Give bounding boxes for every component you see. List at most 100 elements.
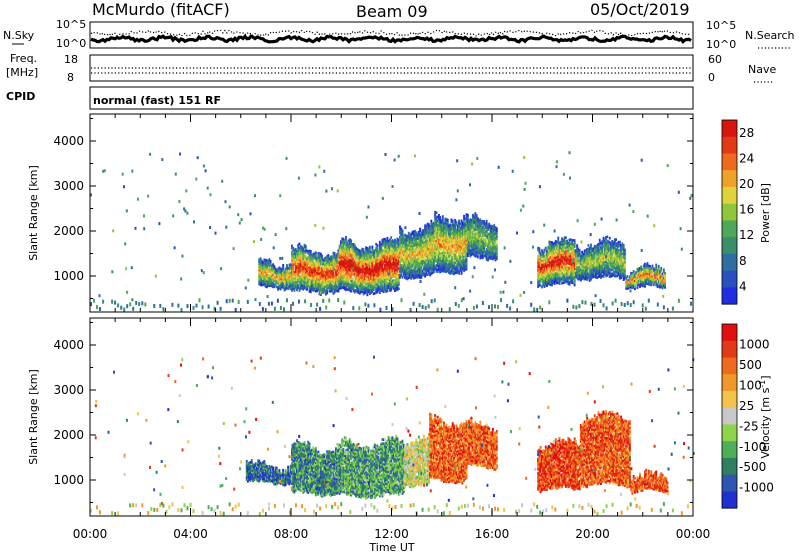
power-echo-cell [443,224,445,227]
power-echo-cell [304,263,307,266]
power-echo-cell [337,287,340,291]
power-echo-cell [426,261,429,264]
power-echo-cell [297,260,300,263]
power-echo-cell [448,263,450,266]
power-echo-cell [566,251,568,255]
power-echo-cell [470,245,473,248]
power-echo-cell [476,247,479,251]
power-echo-cell [554,260,557,263]
power-echo-cell [487,256,489,260]
power-echo-cell [377,276,380,280]
power-echo-cell [304,277,307,280]
power-echo-cell [265,267,268,270]
power-echo-cell [544,279,547,282]
power-echo-cell [291,273,293,276]
power-echo-cell [556,261,558,265]
power-echo-cell [299,287,302,290]
power-echo-cell [476,235,479,239]
power-echo-cell [537,263,540,266]
power-echo-cell [390,248,393,251]
power-echo-cell [479,250,482,254]
power-echo-cell [322,280,325,284]
power-echo-cell [420,245,423,249]
power-echo-cell [581,256,584,260]
power-echo-cell [309,290,312,294]
power-echo-cell [326,291,329,295]
power-echo-cell [321,279,324,282]
power-echo-cell [612,255,615,258]
power-echo-cell [434,227,437,230]
power-echo-cell [302,277,305,281]
power-echo-cell [542,251,545,254]
power-echo-cell [456,228,459,232]
power-echo-cell [426,234,429,238]
power-echo-cell [553,280,556,283]
power-echo-cell [385,280,388,283]
power-echo-cell [420,247,423,251]
power-echo-cell [386,285,389,289]
power-echo-cell [368,272,371,275]
power-echo-cell [487,252,489,256]
power-echo-cell [464,243,467,247]
power-echo-cell [622,250,625,253]
power-echo-cell [441,265,444,269]
power-echo-cell [416,273,419,277]
power-echo-cell [567,253,570,257]
power-echo-cell [419,268,421,271]
power-echo-cell [380,283,383,286]
power-echo-cell [430,256,433,259]
power-echo-cell [566,272,568,275]
power-echo-cell [591,247,594,251]
power-echo-cell [461,231,464,235]
power-echo-cell [386,253,389,256]
power-echo-cell [385,286,388,289]
power-echo-cell [603,238,606,242]
power-echo-cell [410,246,413,250]
power-echo-cell [375,291,378,295]
power-echo-cell [592,249,595,252]
power-echo-cell [539,256,542,259]
power-echo-cell [385,239,388,243]
power-echo-cell [595,271,597,275]
power-echo-cell [386,261,389,264]
power-echo-cell [399,276,401,279]
power-echo-cell [448,224,450,228]
power-echo-cell [309,276,312,279]
power-echo-cell [387,239,390,243]
power-echo-cell [260,283,263,287]
power-echo-cell [444,217,447,221]
power-echo-cell [304,257,307,260]
power-echo-cell [420,257,423,261]
power-echo-cell [341,253,344,257]
power-echo-cell [558,282,561,285]
power-echo-cell [593,249,596,252]
power-echo-cell [378,277,381,280]
power-echo-cell [389,238,391,242]
power-echo-cell [371,245,374,249]
power-echo-cell [353,282,356,286]
power-echo-cell [546,284,548,287]
power-echo-cell [494,238,497,242]
power-echo-cell [316,263,318,266]
power-echo-cell [446,237,449,240]
power-echo-cell [456,244,459,248]
power-echo-cell [612,249,615,252]
power-echo-cell [420,274,423,277]
power-echo-cell [610,268,612,272]
power-echo-cell [603,244,606,248]
power-echo-cell [309,282,312,286]
power-echo-cell [265,277,268,281]
power-echo-cell [392,256,395,260]
power-echo-cell [436,254,439,257]
power-echo-cell [617,257,620,260]
power-echo-cell [421,251,424,255]
power-echo-cell [476,237,479,241]
power-echo-cell [461,251,464,255]
power-echo-cell [377,278,380,282]
power-echo-cell [459,240,462,244]
power-echo-cell [302,269,305,273]
power-echo-cell [292,247,295,250]
power-echo-cell [312,289,315,292]
power-echo-cell [450,269,453,272]
